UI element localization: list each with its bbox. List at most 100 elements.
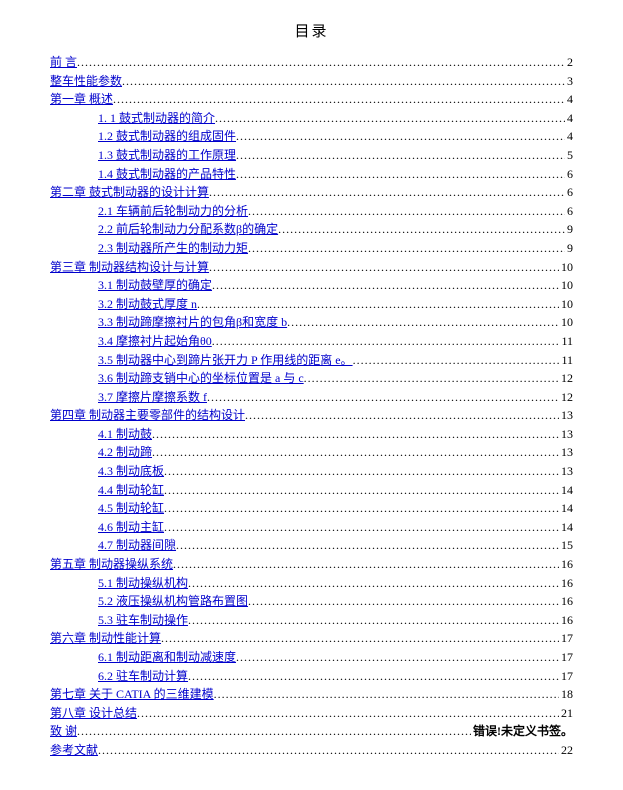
toc-entry: 前 言2 (50, 53, 573, 72)
toc-link[interactable]: 第三章 制动器结构设计与计算 (50, 258, 209, 277)
toc-leader-dots (212, 332, 560, 351)
toc-link[interactable]: 4.4 制动轮缸 (98, 481, 164, 500)
toc-link[interactable]: 4.3 制动底板 (98, 462, 164, 481)
toc-entry: 3.4 摩擦衬片起始角θ0 11 (50, 332, 573, 351)
toc-link[interactable]: 第八章 设计总结 (50, 704, 137, 723)
toc-link[interactable]: 1.2 鼓式制动器的组成固件 (98, 127, 236, 146)
toc-link[interactable]: 6.2 驻车制动计算 (98, 667, 188, 686)
toc-link[interactable]: 第七章 关于 CATIA 的三维建模 (50, 685, 214, 704)
toc-entry: 参考文献 22 (50, 741, 573, 760)
toc-entry: 4.7 制动器间隙15 (50, 536, 573, 555)
toc-leader-dots (188, 611, 559, 630)
toc-entry: 4.5 制动轮缸14 (50, 499, 573, 518)
toc-page-number: 6 (565, 202, 573, 221)
toc-page-number: 10 (559, 258, 573, 277)
toc-entry: 第一章 概述 4 (50, 90, 573, 109)
toc-leader-dots (176, 536, 559, 555)
toc-link[interactable]: 3.1 制动鼓壁厚的确定 (98, 276, 212, 295)
toc-link[interactable]: 3.4 摩擦衬片起始角θ0 (98, 332, 212, 351)
toc-entry: 4.3 制动底板13 (50, 462, 573, 481)
toc-link[interactable]: 3.3 制动蹄摩擦衬片的包角β和宽度 b (98, 313, 287, 332)
toc-leader-dots (287, 313, 559, 332)
toc-leader-dots (77, 722, 471, 741)
toc-link[interactable]: 前 言 (50, 53, 77, 72)
toc-link[interactable]: 3.6 制动蹄支销中心的坐标位置是 a 与 c (98, 369, 304, 388)
toc-entry: 6.1 制动距离和制动减速度17 (50, 648, 573, 667)
toc-leader-dots (197, 295, 559, 314)
toc-link[interactable]: 4.2 制动蹄 (98, 443, 152, 462)
toc-entry: 4.6 制动主缸 14 (50, 518, 573, 537)
toc-link[interactable]: 第四章 制动器主要零部件的结构设计 (50, 406, 245, 425)
toc-link[interactable]: 参考文献 (50, 741, 98, 760)
toc-link[interactable]: 5.1 制动操纵机构 (98, 574, 188, 593)
toc-leader-dots (236, 648, 559, 667)
toc-page-number: 13 (559, 406, 573, 425)
toc-page-number: 3 (565, 72, 573, 91)
toc-link[interactable]: 4.5 制动轮缸 (98, 499, 164, 518)
toc-page-number: 13 (559, 425, 573, 444)
toc-link[interactable]: 第二章 鼓式制动器的设计计算 (50, 183, 209, 202)
toc-entry: 3.7 摩擦片摩擦系数 f12 (50, 388, 573, 407)
toc-leader-dots (207, 388, 559, 407)
toc-page-number: 18 (559, 685, 573, 704)
toc-page-number: 11 (559, 332, 573, 351)
toc-link[interactable]: 3.5 制动器中心到蹄片张开力 P 作用线的距离 e。 (98, 351, 353, 370)
toc-page-number: 4 (565, 127, 573, 146)
toc-leader-dots (164, 462, 559, 481)
toc-leader-dots (173, 555, 559, 574)
toc-leader-dots (209, 258, 559, 277)
toc-link[interactable]: 5.3 驻车制动操作 (98, 611, 188, 630)
toc-page-number: 14 (559, 518, 573, 537)
toc-link[interactable]: 2.1 车辆前后轮制动力的分析 (98, 202, 248, 221)
toc-entry: 第二章 鼓式制动器的设计计算6 (50, 183, 573, 202)
toc-page-number: 16 (559, 611, 573, 630)
toc-page-number: 4 (565, 90, 573, 109)
toc-link[interactable]: 致 谢 (50, 722, 77, 741)
toc-entry: 6.2 驻车制动计算17 (50, 667, 573, 686)
toc-link[interactable]: 3.2 制动鼓式厚度 n (98, 295, 197, 314)
toc-link[interactable]: 第五章 制动器操纵系统 (50, 555, 173, 574)
toc-entry: 第五章 制动器操纵系统16 (50, 555, 573, 574)
toc-link[interactable]: 4.6 制动主缸 (98, 518, 164, 537)
toc-entry: 1.2 鼓式制动器的组成固件 4 (50, 127, 573, 146)
toc-link[interactable]: 6.1 制动距离和制动减速度 (98, 648, 236, 667)
toc-leader-dots (353, 351, 560, 370)
toc-list: 前 言2整车性能参数3第一章 概述41. 1 鼓式制动器的简介41.2 鼓式制动… (50, 53, 573, 760)
toc-page-number: 21 (559, 704, 573, 723)
toc-link[interactable]: 1.3 鼓式制动器的工作原理 (98, 146, 236, 165)
toc-leader-dots (209, 183, 565, 202)
toc-page-number: 9 (565, 239, 573, 258)
toc-leader-dots (236, 127, 565, 146)
toc-entry: 2.1 车辆前后轮制动力的分析 6 (50, 202, 573, 221)
toc-leader-dots (188, 574, 559, 593)
toc-page-number: 13 (559, 443, 573, 462)
toc-page-number: 22 (559, 741, 573, 760)
toc-entry: 第三章 制动器结构设计与计算 10 (50, 258, 573, 277)
toc-leader-dots (122, 72, 565, 91)
toc-page-number: 9 (565, 220, 573, 239)
toc-leader-dots (164, 518, 559, 537)
toc-link[interactable]: 5.2 液压操纵机构管路布置图 (98, 592, 248, 611)
toc-leader-dots (161, 629, 559, 648)
toc-entry: 3.5 制动器中心到蹄片张开力 P 作用线的距离 e。11 (50, 351, 573, 370)
toc-link[interactable]: 整车性能参数 (50, 72, 122, 91)
toc-link[interactable]: 1.4 鼓式制动器的产品特性 (98, 165, 236, 184)
toc-link[interactable]: 第一章 概述 (50, 90, 113, 109)
toc-page-number: 10 (559, 313, 573, 332)
toc-leader-dots (248, 202, 565, 221)
toc-entry: 1.4 鼓式制动器的产品特性6 (50, 165, 573, 184)
toc-link[interactable]: 2.2 前后轮制动力分配系数β的确定 (98, 220, 278, 239)
toc-entry: 第七章 关于 CATIA 的三维建模 18 (50, 685, 573, 704)
toc-link[interactable]: 4.1 制动鼓 (98, 425, 152, 444)
toc-link[interactable]: 4.7 制动器间隙 (98, 536, 176, 555)
toc-entry: 致 谢 错误!未定义书签。 (50, 722, 573, 741)
toc-entry: 3.2 制动鼓式厚度 n10 (50, 295, 573, 314)
toc-link[interactable]: 3.7 摩擦片摩擦系数 f (98, 388, 207, 407)
toc-link[interactable]: 2.3 制动器所产生的制动力矩 (98, 239, 248, 258)
toc-link[interactable]: 第六章 制动性能计算 (50, 629, 161, 648)
toc-page-number: 17 (559, 629, 573, 648)
toc-page-number: 错误!未定义书签。 (471, 722, 573, 741)
toc-entry: 第六章 制动性能计算 17 (50, 629, 573, 648)
toc-link[interactable]: 1. 1 鼓式制动器的简介 (98, 109, 215, 128)
toc-entry: 1. 1 鼓式制动器的简介4 (50, 109, 573, 128)
